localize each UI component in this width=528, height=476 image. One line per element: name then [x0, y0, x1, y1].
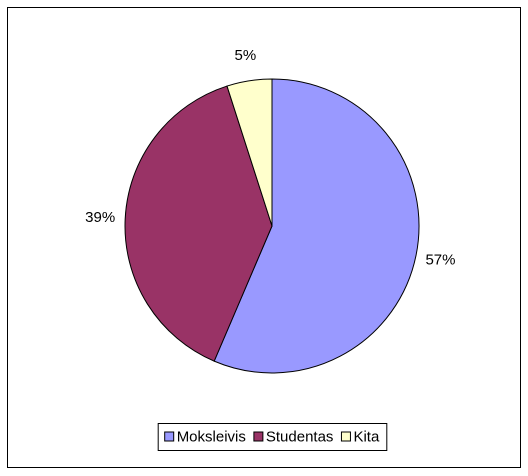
data-label: 57%	[425, 252, 455, 269]
pie-slice	[226, 78, 273, 227]
data-label: 5%	[235, 47, 257, 64]
legend-label: Studentas	[266, 428, 334, 445]
data-label: 39%	[85, 209, 115, 226]
legend-swatch	[340, 431, 351, 442]
legend-label: Moksleivis	[177, 428, 246, 445]
pie-slice	[124, 85, 273, 362]
legend-swatch	[164, 431, 175, 442]
legend-swatch	[253, 431, 264, 442]
pie-slice	[213, 78, 420, 374]
legend-label: Kita	[353, 428, 380, 445]
